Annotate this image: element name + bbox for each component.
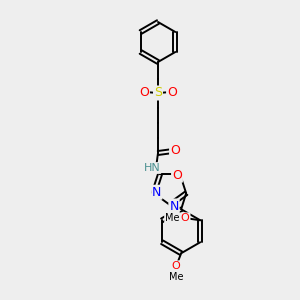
Text: O: O [139,85,149,98]
Text: O: O [172,261,181,271]
Text: Me: Me [165,213,179,223]
Text: O: O [170,145,180,158]
Text: Me: Me [169,272,183,282]
Text: O: O [167,85,177,98]
Text: N: N [169,200,179,212]
Text: O: O [172,169,182,182]
Text: N: N [152,186,161,199]
Text: S: S [154,86,162,100]
Text: HN: HN [144,163,160,173]
Text: O: O [181,213,190,223]
